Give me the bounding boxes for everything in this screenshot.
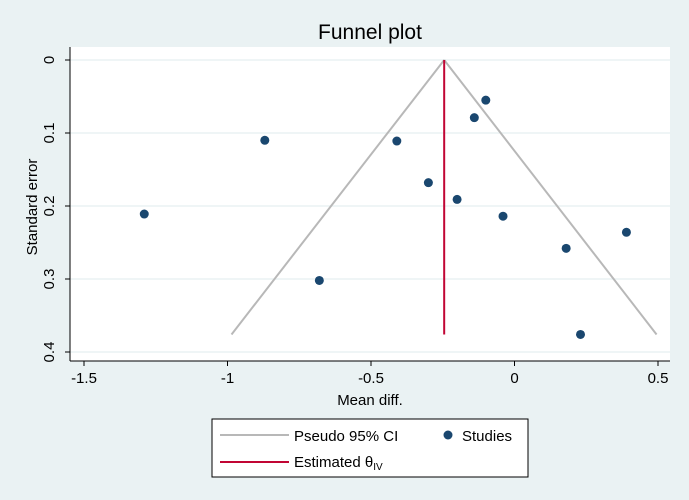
study-point-1 bbox=[469, 113, 479, 123]
plot-background bbox=[70, 47, 670, 361]
study-point-7 bbox=[498, 211, 508, 221]
gridlines bbox=[70, 59, 670, 353]
y-tick-label-2: 0.2 bbox=[41, 196, 58, 217]
y-tick-label-1: 0.1 bbox=[41, 123, 58, 144]
study-point-8 bbox=[621, 227, 631, 237]
study-point-10 bbox=[314, 275, 324, 285]
legend-label-estimate-main: Estimated θ bbox=[294, 454, 373, 471]
x-tick-label-2: -0.5 bbox=[358, 370, 384, 387]
pseudo-ci-left-line bbox=[230, 59, 445, 336]
legend-label-studies: Studies bbox=[462, 428, 512, 445]
study-point-5 bbox=[452, 194, 462, 204]
x-tick-label-3: 0 bbox=[510, 370, 518, 387]
legend-swatch-studies bbox=[443, 430, 453, 440]
chart-title: Funnel plot bbox=[318, 21, 422, 44]
legend-label-estimate-sub: IV bbox=[373, 462, 383, 473]
x-tick-label-4: 0.5 bbox=[648, 370, 669, 387]
legend: Pseudo 95% CI Studies Estimated θIV bbox=[211, 418, 529, 478]
axes: -1.5 -1 -0.5 0 0.5 0 0.1 0.2 0.3 0.4 bbox=[41, 47, 670, 387]
x-tick-label-1: -1 bbox=[221, 370, 234, 387]
x-tick-label-0: -1.5 bbox=[71, 370, 97, 387]
y-tick-label-4: 0.4 bbox=[41, 342, 58, 363]
study-point-9 bbox=[561, 243, 571, 253]
legend-label-pseudo-ci: Pseudo 95% CI bbox=[294, 428, 398, 445]
y-tick-label-3: 0.3 bbox=[41, 269, 58, 290]
study-point-11 bbox=[576, 329, 586, 339]
study-point-0 bbox=[481, 95, 491, 105]
x-axis-label: Mean diff. bbox=[337, 392, 403, 409]
study-point-6 bbox=[139, 209, 149, 219]
legend-box bbox=[211, 418, 529, 478]
legend-label-estimate: Estimated θIV bbox=[294, 454, 383, 473]
study-point-3 bbox=[392, 136, 402, 146]
study-points bbox=[139, 95, 631, 339]
study-point-2 bbox=[260, 135, 270, 145]
y-axis-label: Standard error bbox=[24, 159, 41, 256]
pseudo-ci-right-line bbox=[443, 59, 658, 336]
pseudo-ci-funnel bbox=[230, 59, 658, 336]
study-point-4 bbox=[423, 178, 433, 188]
y-tick-label-0: 0 bbox=[41, 56, 58, 64]
